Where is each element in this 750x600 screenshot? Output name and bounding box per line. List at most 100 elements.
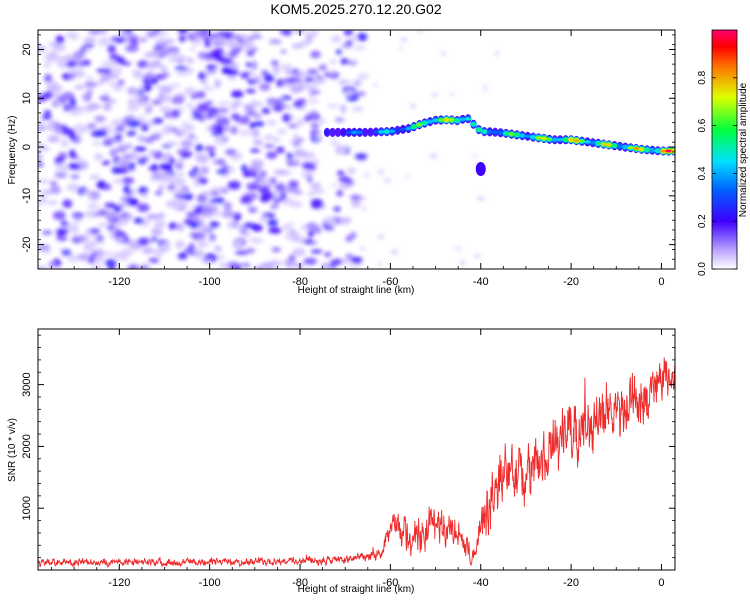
noise-blob [429, 153, 438, 159]
noise-blob [198, 72, 206, 81]
noise-blob [243, 222, 255, 229]
noise-blob [68, 253, 79, 263]
noise-blob [383, 177, 391, 183]
noise-blob [400, 37, 408, 43]
noise-blob [235, 224, 245, 229]
noise-blob [354, 91, 366, 96]
noise-blob [74, 235, 89, 242]
colorbar-tick-label: 0.8 [697, 70, 708, 84]
noise-blob [363, 173, 370, 178]
noise-blob [200, 258, 213, 264]
noise-blob [263, 143, 275, 149]
y-tick-label: -10 [21, 188, 33, 204]
noise-blob [89, 174, 101, 180]
noise-blob [334, 117, 345, 123]
noise-blob [175, 71, 186, 76]
noise-blob [196, 224, 211, 233]
noise-blob [231, 90, 244, 98]
noise-blob [227, 180, 241, 190]
noise-blob [301, 162, 316, 170]
noise-blob [307, 229, 315, 238]
colorbar-ticks: 0.0 0.2 0.4 0.6 0.8 [697, 70, 737, 276]
noise-blob [134, 73, 147, 80]
noise-blob [148, 257, 160, 263]
noise-blob [204, 100, 214, 106]
noise-blob [84, 47, 92, 53]
noise-blob [178, 34, 186, 43]
noise-blob [83, 240, 97, 250]
noise-blob [120, 32, 131, 38]
noise-blob [246, 182, 260, 191]
noise-blob [235, 250, 249, 255]
signal-cell [405, 127, 412, 130]
signal-cell [551, 138, 558, 142]
signal-cell [426, 120, 434, 124]
signal-cell [372, 130, 380, 134]
noise-blob [338, 183, 352, 189]
noise-blob [342, 145, 352, 150]
y-tick-label: 2000 [21, 434, 33, 458]
signal-cell [605, 143, 613, 147]
noise-blob [121, 153, 133, 161]
noise-blob [158, 184, 165, 192]
noise-blob [136, 203, 150, 213]
noise-blob [99, 73, 112, 82]
noise-blob [214, 135, 223, 140]
noise-blob [137, 186, 149, 195]
noise-blob [273, 197, 280, 205]
noise-blob [311, 188, 325, 194]
noise-blob [274, 189, 282, 198]
noise-blob [123, 185, 131, 194]
noise-blob [126, 130, 137, 136]
signal-cell [654, 149, 661, 153]
noise-blob [276, 81, 284, 87]
noise-blob [230, 125, 238, 135]
noise-blob [160, 85, 173, 94]
noise-blob [241, 164, 248, 172]
noise-blob [353, 79, 362, 88]
noise-blob [112, 179, 124, 184]
noise-blob [197, 241, 209, 248]
noise-blob [263, 74, 275, 83]
colorbar-gradient [712, 30, 737, 269]
noise-blob [250, 159, 264, 167]
noise-blob [82, 43, 95, 48]
x-tick-label: -120 [108, 276, 130, 288]
noise-blob [81, 93, 89, 101]
noise-blob [280, 49, 287, 54]
noise-blob [327, 103, 340, 108]
noise-blob [43, 110, 52, 116]
noise-blob [108, 129, 122, 134]
signal-cell [638, 147, 645, 151]
noise-blob [323, 216, 337, 225]
noise-blob [340, 104, 347, 114]
noise-blob [273, 137, 281, 143]
noise-blob [56, 228, 69, 235]
noise-blob [230, 102, 238, 111]
noise-blob [227, 39, 240, 46]
noise-blob [38, 126, 47, 131]
noise-blob [137, 134, 146, 143]
noise-blob [128, 161, 136, 171]
noise-blob [206, 65, 215, 71]
noise-blob [68, 110, 82, 117]
noise-blob [109, 148, 118, 158]
noise-blob [313, 226, 322, 234]
signal-cell [410, 125, 418, 129]
noise-blob [92, 255, 105, 263]
noise-blob [68, 149, 76, 158]
noise-blob [112, 85, 126, 90]
noise-blob [292, 133, 300, 140]
noise-blob [352, 45, 367, 51]
noise-blob [232, 239, 244, 247]
noise-blob [377, 169, 385, 175]
noise-blob [170, 187, 180, 194]
x-tick-label: -120 [108, 577, 130, 589]
noise-blob [94, 129, 108, 137]
noise-blob [106, 214, 116, 220]
noise-blob [77, 253, 91, 261]
noise-blob [137, 61, 148, 69]
noise-blob [418, 30, 424, 34]
noise-blob [56, 56, 69, 61]
noise-blob [150, 49, 162, 58]
